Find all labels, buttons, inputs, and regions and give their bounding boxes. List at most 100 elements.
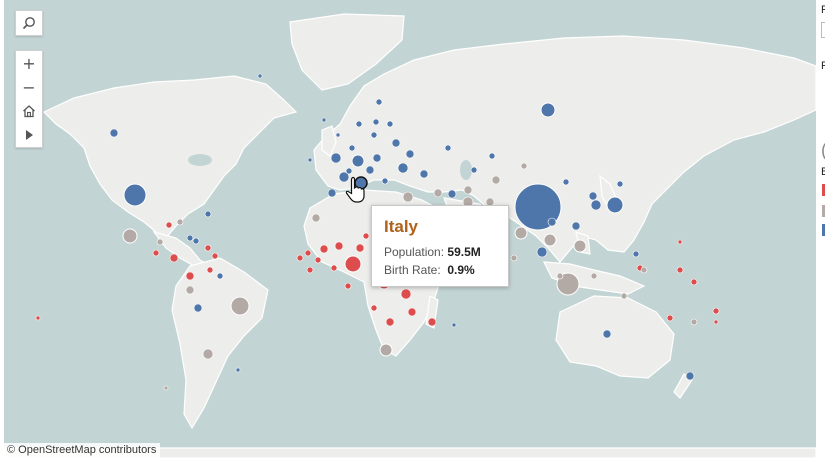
- country-bubble[interactable]: [335, 132, 341, 138]
- country-bubble[interactable]: [540, 102, 556, 118]
- country-bubble[interactable]: [571, 221, 581, 231]
- country-bubble[interactable]: [602, 329, 612, 339]
- country-bubble[interactable]: [204, 244, 212, 252]
- country-bubble[interactable]: [216, 272, 224, 280]
- zoom-out-button[interactable]: −: [22, 77, 36, 97]
- country-bubble[interactable]: [372, 118, 380, 126]
- country-bubble[interactable]: [590, 199, 602, 211]
- country-bubble[interactable]: [402, 191, 414, 203]
- country-bubble[interactable]: [510, 254, 518, 262]
- country-bubble[interactable]: [355, 243, 365, 253]
- country-bubble[interactable]: [330, 264, 338, 272]
- country-bubble[interactable]: [230, 296, 250, 316]
- country-bubble[interactable]: [355, 120, 363, 128]
- country-bubble[interactable]: [590, 272, 598, 280]
- country-bubble[interactable]: [588, 191, 598, 201]
- country-bubble[interactable]: [307, 157, 313, 163]
- country-bubble[interactable]: [536, 246, 548, 258]
- country-bubble[interactable]: [562, 178, 570, 186]
- country-bubble[interactable]: [206, 266, 214, 274]
- country-bubble[interactable]: [345, 167, 353, 175]
- country-bubble[interactable]: [193, 303, 203, 313]
- legend-swatch-mid[interactable]: [822, 205, 825, 217]
- country-bubble[interactable]: [685, 371, 695, 381]
- country-bubble[interactable]: [365, 165, 375, 175]
- country-bubble[interactable]: [616, 180, 624, 188]
- country-bubble[interactable]: [470, 166, 478, 174]
- country-bubble[interactable]: [606, 196, 624, 214]
- country-bubble[interactable]: [321, 117, 327, 123]
- country-bubble[interactable]: [296, 254, 304, 262]
- country-bubble[interactable]: [304, 249, 312, 257]
- country-bubble[interactable]: [109, 128, 119, 138]
- country-bubble[interactable]: [451, 322, 457, 328]
- country-bubble[interactable]: [632, 250, 640, 258]
- country-bubble[interactable]: [185, 285, 195, 295]
- country-bubble[interactable]: [152, 249, 160, 257]
- country-bubble[interactable]: [330, 152, 342, 164]
- country-bubble[interactable]: [348, 144, 356, 152]
- country-bubble[interactable]: [447, 189, 457, 199]
- country-bubble[interactable]: [391, 138, 401, 148]
- country-bubble[interactable]: [351, 154, 365, 168]
- country-bubble[interactable]: [520, 162, 528, 170]
- country-bubble[interactable]: [433, 188, 443, 198]
- country-bubble[interactable]: [640, 266, 648, 274]
- country-bubble[interactable]: [372, 153, 382, 163]
- country-bubble[interactable]: [379, 343, 393, 357]
- country-bubble[interactable]: [311, 213, 321, 223]
- country-bubble[interactable]: [35, 315, 41, 321]
- country-bubble[interactable]: [463, 185, 473, 195]
- country-bubble[interactable]: [712, 307, 720, 315]
- country-bubble[interactable]: [176, 218, 184, 226]
- country-bubble[interactable]: [386, 120, 394, 128]
- country-bubble[interactable]: [375, 98, 383, 106]
- country-bubble[interactable]: [488, 152, 496, 160]
- country-bubble[interactable]: [338, 171, 350, 183]
- country-bubble[interactable]: [419, 169, 429, 179]
- country-bubble[interactable]: [185, 271, 195, 281]
- country-bubble[interactable]: [405, 149, 415, 159]
- country-bubble[interactable]: [362, 232, 370, 240]
- country-bubble[interactable]: [400, 288, 412, 300]
- panel-filter-box[interactable]: [821, 22, 825, 38]
- country-bubble[interactable]: [327, 188, 337, 198]
- country-bubble[interactable]: [397, 162, 409, 174]
- country-bubble[interactable]: [204, 210, 212, 218]
- map-search-button[interactable]: [16, 11, 42, 35]
- country-bubble[interactable]: [235, 367, 241, 373]
- legend-swatch-high[interactable]: [822, 184, 825, 196]
- country-bubble[interactable]: [427, 317, 437, 327]
- reset-home-button[interactable]: [16, 99, 42, 123]
- country-bubble[interactable]: [514, 183, 562, 231]
- country-bubble[interactable]: [319, 244, 329, 254]
- country-bubble[interactable]: [556, 272, 564, 280]
- country-bubble[interactable]: [514, 226, 528, 240]
- country-bubble[interactable]: [344, 282, 352, 290]
- country-bubble[interactable]: [573, 239, 587, 253]
- country-bubble[interactable]: [186, 234, 194, 242]
- country-bubble[interactable]: [202, 348, 214, 360]
- country-bubble[interactable]: [381, 177, 389, 185]
- map-attribution[interactable]: © OpenStreetMap contributors: [4, 443, 161, 458]
- country-bubble[interactable]: [123, 183, 147, 207]
- country-bubble[interactable]: [306, 266, 314, 274]
- country-bubble[interactable]: [192, 237, 200, 245]
- country-bubble[interactable]: [257, 73, 263, 79]
- country-bubble[interactable]: [713, 319, 719, 325]
- country-bubble[interactable]: [677, 239, 683, 245]
- country-bubble[interactable]: [163, 385, 169, 391]
- country-bubble[interactable]: [676, 266, 684, 274]
- country-bubble[interactable]: [620, 292, 628, 300]
- country-bubble[interactable]: [169, 253, 179, 263]
- country-bubble[interactable]: [370, 304, 378, 312]
- zoom-in-button[interactable]: +: [22, 53, 36, 73]
- country-bubble[interactable]: [666, 314, 674, 322]
- country-bubble[interactable]: [690, 318, 698, 326]
- country-bubble[interactable]: [444, 144, 452, 152]
- expand-toolbar-button[interactable]: [16, 123, 42, 147]
- country-bubble[interactable]: [385, 317, 395, 327]
- country-bubble[interactable]: [122, 228, 138, 244]
- country-bubble[interactable]: [314, 256, 322, 264]
- country-bubble[interactable]: [211, 252, 219, 260]
